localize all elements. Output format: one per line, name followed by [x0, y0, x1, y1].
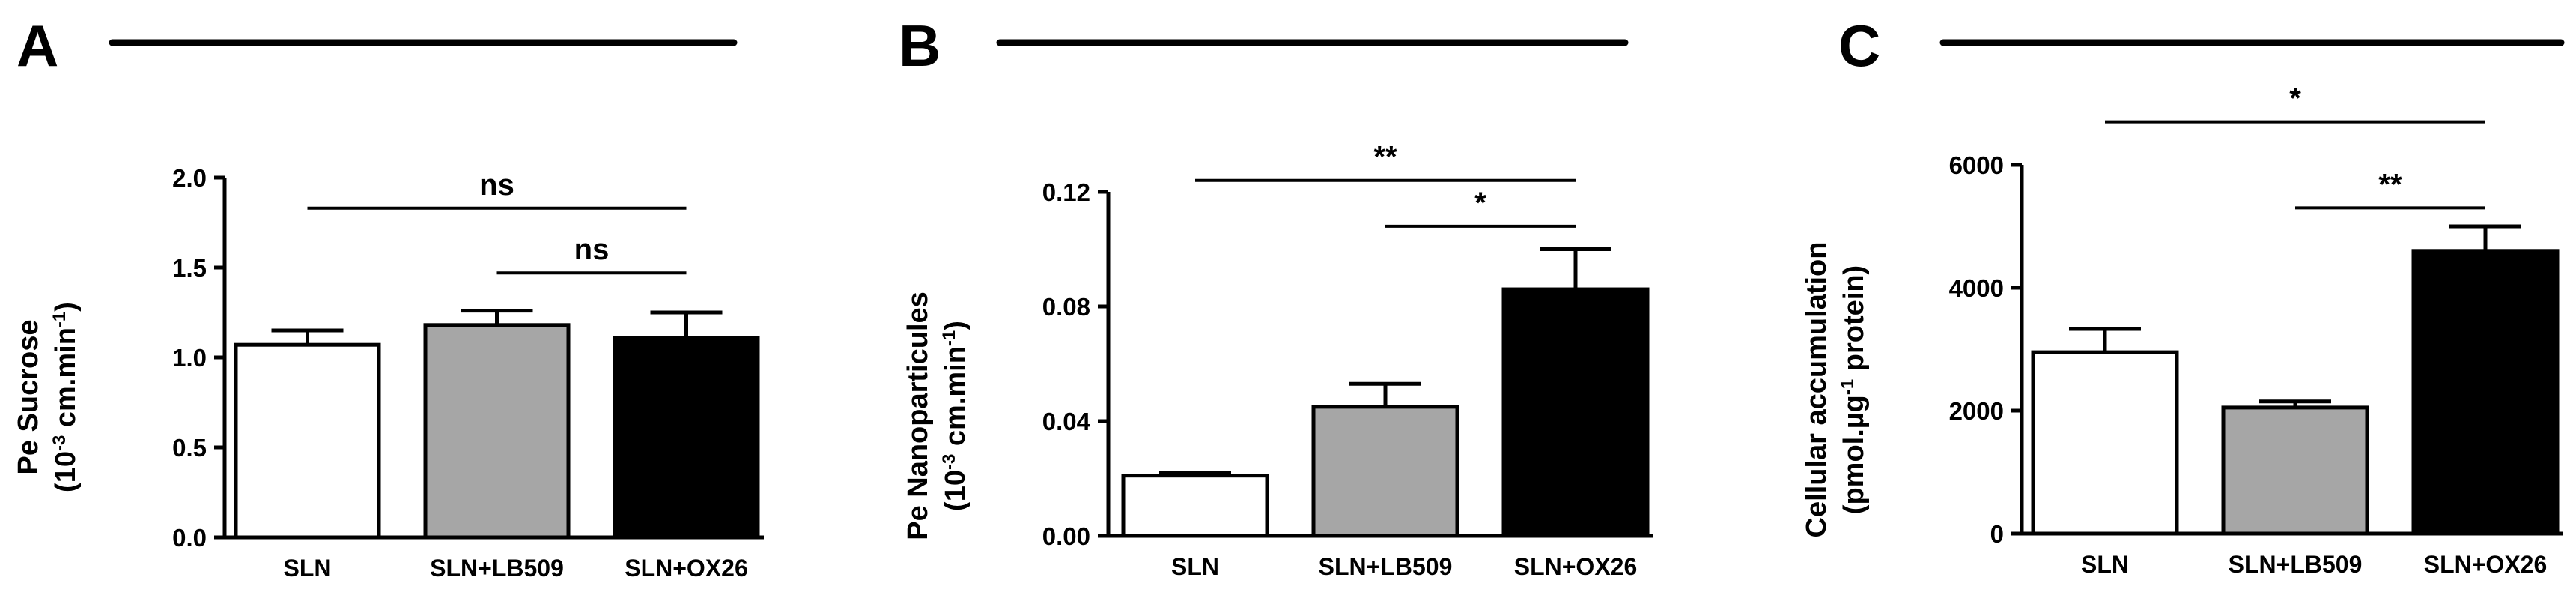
bar-sln [234, 342, 381, 540]
y-axis-label-line1: Pe Sucrose [13, 320, 44, 475]
x-category-label: SLN+OX26 [2424, 551, 2548, 578]
significance-label: ** [1373, 141, 1397, 174]
significance-label: * [2289, 82, 2301, 115]
y-tick-label: 0.12 [1042, 178, 1090, 206]
y-tick-label: 0.04 [1042, 408, 1091, 435]
x-category-label: SLN+OX26 [625, 555, 748, 582]
x-category-label: SLN [2081, 551, 2129, 578]
bar-sln-ox26 [613, 336, 760, 540]
y-axis-label-line1: Pe Nanoparticules [902, 292, 934, 540]
bar-sln-lb509 [2221, 405, 2369, 536]
y-tick-label: 1.5 [172, 254, 207, 282]
y-tick-label: 0.08 [1042, 293, 1090, 321]
significance-label: ** [2378, 168, 2402, 201]
x-category-label: SLN [1171, 553, 1219, 580]
bar-sln-lb509 [1311, 405, 1459, 538]
y-tick-label: 2.0 [172, 164, 207, 192]
y-tick-label: 0.0 [172, 524, 207, 552]
panel-letter: C [1838, 13, 1880, 79]
y-axis-label-line2: (pmol.µg-1 protein) [1838, 265, 1871, 514]
x-category-label: SLN+LB509 [430, 555, 564, 582]
bar-sln-ox26 [2411, 249, 2560, 536]
x-category-label: SLN+OX26 [1514, 553, 1638, 580]
x-category-label: SLN [284, 555, 332, 582]
significance-label: ns [574, 233, 610, 266]
y-axis-label-line2: (10-3 cm.min-1) [49, 302, 82, 492]
significance-label: ns [479, 169, 514, 202]
panel-b: B Pe Nanoparticules (10-3 cm.min-1) 0.00… [899, 13, 1653, 580]
bar-sln [1121, 474, 1269, 538]
y-axis-label-line1: Cellular accumulation [1801, 242, 1832, 538]
x-category-label: SLN+LB509 [1319, 553, 1453, 580]
bar-sln-lb509 [423, 323, 571, 540]
panel-letter: A [16, 13, 58, 79]
y-tick-label: 0.00 [1042, 522, 1090, 550]
significance-label: * [1474, 187, 1486, 220]
y-tick-label: 0 [1990, 520, 2004, 548]
bar-sln [2031, 350, 2179, 536]
y-tick-label: 0.5 [172, 434, 207, 462]
y-tick-label: 4000 [1949, 274, 2004, 302]
y-axis-label-line2: (10-3 cm.min-1) [939, 321, 972, 511]
panel-c: C Cellular accumulation (pmol.µg-1 prote… [1801, 13, 2565, 578]
y-tick-label: 6000 [1949, 151, 2004, 179]
x-category-label: SLN+LB509 [2229, 551, 2363, 578]
panel-a: A Pe Sucrose (10-3 cm.min-1) 0.0 0.5 1.0 1.… [13, 13, 764, 582]
plot-area: 0.0 0.5 1.0 1.5 2.0 SLN SLN+LB509 SLN+OX26 ns ns [172, 164, 764, 582]
y-tick-label: 2000 [1949, 397, 2004, 425]
bar-sln-ox26 [1501, 287, 1650, 538]
panel-letter: B [899, 13, 941, 79]
y-tick-label: 1.0 [172, 344, 207, 372]
